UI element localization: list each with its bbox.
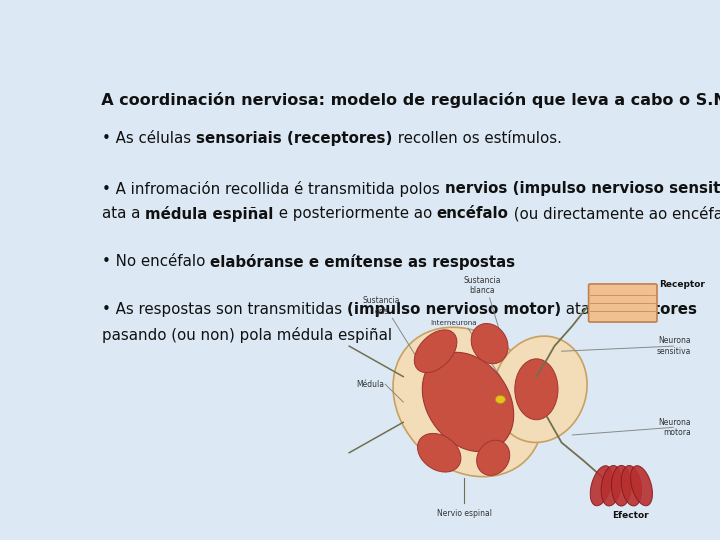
Ellipse shape xyxy=(393,327,543,477)
FancyBboxPatch shape xyxy=(589,284,657,322)
Text: pasando (ou non) pola médula espiñal: pasando (ou non) pola médula espiñal xyxy=(102,327,392,343)
Text: • As respostas son transmitidas: • As respostas son transmitidas xyxy=(102,302,347,317)
Ellipse shape xyxy=(621,465,642,506)
Text: Efector: Efector xyxy=(612,511,648,520)
Text: • As células: • As células xyxy=(102,131,196,146)
Text: Médula: Médula xyxy=(356,380,384,389)
Text: Receptor: Receptor xyxy=(659,280,705,289)
Text: Sustancia
gris: Sustancia gris xyxy=(363,296,400,316)
Ellipse shape xyxy=(590,465,612,506)
Ellipse shape xyxy=(631,465,652,506)
Text: Sustancia
blanca: Sustancia blanca xyxy=(464,276,501,295)
Ellipse shape xyxy=(611,465,631,506)
Ellipse shape xyxy=(423,352,513,451)
Text: Neurona
motora: Neurona motora xyxy=(659,417,691,437)
Text: (impulso nervioso motor): (impulso nervioso motor) xyxy=(347,302,562,317)
Ellipse shape xyxy=(414,330,457,373)
Text: Nervio espinal: Nervio espinal xyxy=(437,509,492,517)
Text: ata os: ata os xyxy=(562,302,617,317)
Ellipse shape xyxy=(493,336,587,442)
Text: médula espiñal: médula espiñal xyxy=(145,206,274,222)
Text: encéfalo: encéfalo xyxy=(437,206,508,221)
Text: nervios (impulso nervioso sensitivo): nervios (impulso nervioso sensitivo) xyxy=(445,181,720,196)
Text: • No encéfalo: • No encéfalo xyxy=(102,254,210,269)
Text: (ou directamente ao encéfalo): (ou directamente ao encéfalo) xyxy=(508,206,720,222)
Ellipse shape xyxy=(471,323,508,364)
Ellipse shape xyxy=(418,434,461,472)
Text: e posteriormente ao: e posteriormente ao xyxy=(274,206,437,221)
Text: efectores: efectores xyxy=(617,302,697,317)
Text: elabóranse e emítense as respostas: elabóranse e emítense as respostas xyxy=(210,254,516,270)
Text: • A infromación recollida é transmitida polos: • A infromación recollida é transmitida … xyxy=(102,181,445,197)
Ellipse shape xyxy=(515,359,558,420)
Ellipse shape xyxy=(477,440,510,475)
Text: Neurona
sensitiva: Neurona sensitiva xyxy=(657,336,691,356)
Text: Interneurona: Interneurona xyxy=(431,320,477,326)
Text: sensoriais (receptores): sensoriais (receptores) xyxy=(196,131,392,146)
Ellipse shape xyxy=(601,465,621,506)
Ellipse shape xyxy=(495,395,505,403)
Text: A coordinación nerviosa: modelo de regulación que leva a cabo o S.N.: A coordinación nerviosa: modelo de regul… xyxy=(90,92,720,108)
Text: ata a: ata a xyxy=(102,206,145,221)
Text: recollen os estímulos.: recollen os estímulos. xyxy=(392,131,562,146)
